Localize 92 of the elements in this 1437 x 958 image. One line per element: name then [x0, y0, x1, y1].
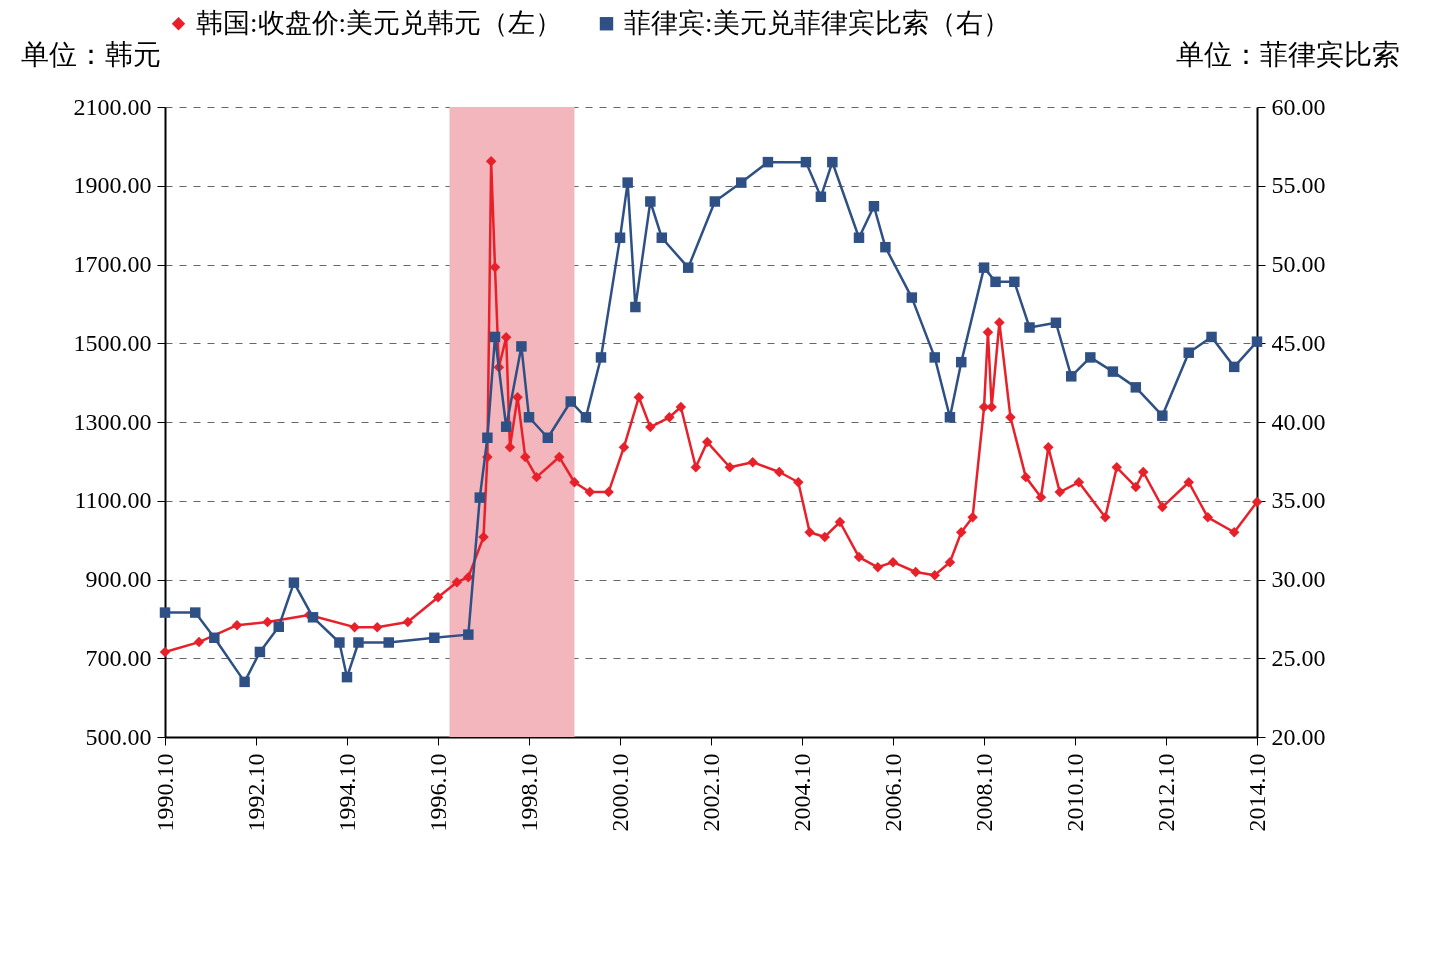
point	[827, 156, 838, 168]
point	[1228, 361, 1240, 373]
legend-label: 韩国:收盘价:美元兑韩元（左）	[196, 7, 563, 38]
point	[656, 232, 668, 243]
point	[1050, 317, 1062, 329]
x-tick-label: 2008.10	[970, 753, 997, 832]
x-tick-label: 2000.10	[606, 753, 633, 832]
point	[595, 352, 607, 363]
y2-tick-label: 55.00	[1271, 172, 1326, 199]
point	[239, 676, 250, 688]
y2-tick-label: 20.00	[1271, 723, 1326, 750]
x-tick-label: 2014.10	[1243, 753, 1270, 832]
x-tick-label: 2012.10	[1152, 753, 1179, 832]
point	[978, 262, 990, 273]
point	[1107, 366, 1119, 377]
point	[489, 331, 501, 343]
y2-tick-label: 35.00	[1271, 487, 1326, 514]
point	[482, 432, 493, 443]
x-tick-label: 1996.10	[424, 753, 451, 832]
point	[956, 356, 967, 368]
point	[853, 232, 865, 243]
x-tick-label: 2004.10	[788, 753, 815, 832]
point	[334, 637, 345, 648]
y2-tick-label: 45.00	[1271, 329, 1326, 356]
point	[614, 232, 626, 243]
point	[645, 196, 656, 207]
point	[622, 177, 633, 188]
y-tick-label: 1900.00	[73, 172, 152, 199]
y-tick-label: 500.00	[85, 723, 152, 750]
point	[1130, 382, 1142, 393]
y-tick-label: 1300.00	[73, 408, 152, 435]
x-tick-label: 1990.10	[151, 753, 178, 832]
point	[800, 156, 812, 168]
point	[273, 621, 284, 632]
point	[209, 632, 220, 644]
x-tick-label: 1994.10	[333, 753, 360, 832]
point	[542, 432, 554, 443]
point	[906, 292, 918, 303]
y-axis-title: 单位：韩元	[20, 38, 161, 70]
y-tick-label: 1700.00	[73, 251, 152, 277]
y2-tick-label: 30.00	[1271, 566, 1326, 592]
x-tick-label: 1992.10	[242, 753, 269, 832]
point	[254, 646, 266, 658]
point	[1251, 336, 1263, 347]
x-tick-label: 1998.10	[515, 753, 542, 832]
point	[341, 671, 353, 683]
point	[580, 412, 592, 423]
point	[880, 241, 891, 253]
point	[944, 412, 956, 423]
y2-tick-label: 25.00	[1271, 644, 1326, 671]
point	[474, 492, 486, 503]
point	[682, 262, 694, 273]
point	[1085, 352, 1096, 363]
point	[1183, 347, 1194, 358]
point	[353, 637, 364, 648]
y-tick-label: 900.00	[85, 566, 152, 592]
point	[500, 421, 512, 432]
point	[630, 301, 641, 313]
x-tick-label: 2006.10	[879, 753, 906, 832]
point	[762, 156, 774, 168]
point	[1024, 322, 1035, 333]
point	[709, 196, 721, 207]
point	[1157, 410, 1168, 421]
y2-tick-label: 60.00	[1271, 93, 1326, 120]
legend-label: 菲律宾:美元兑菲律宾比索（右）	[624, 7, 1010, 38]
point	[288, 577, 300, 588]
y-tick-label: 700.00	[85, 644, 152, 671]
point	[929, 352, 940, 363]
point	[868, 200, 880, 212]
point	[1206, 331, 1217, 343]
point	[429, 632, 440, 644]
point	[990, 276, 1001, 288]
point	[463, 629, 474, 640]
point	[190, 607, 201, 618]
x-tick-label: 2010.10	[1061, 753, 1088, 832]
point	[307, 612, 319, 623]
point	[159, 607, 171, 618]
point	[815, 191, 827, 203]
point	[736, 177, 747, 188]
y-tick-label: 1100.00	[74, 487, 152, 514]
y2-axis-title: 单位：菲律宾比索	[1175, 38, 1400, 70]
point	[1009, 276, 1020, 288]
y-tick-label: 2100.00	[73, 93, 152, 120]
point	[1066, 371, 1077, 382]
y-tick-label: 1500.00	[73, 329, 152, 356]
y2-tick-label: 40.00	[1271, 408, 1326, 435]
point	[565, 396, 576, 407]
point	[383, 637, 394, 648]
y2-tick-label: 50.00	[1271, 251, 1326, 277]
point	[523, 412, 535, 423]
x-tick-label: 2002.10	[697, 753, 724, 832]
point	[516, 341, 527, 352]
